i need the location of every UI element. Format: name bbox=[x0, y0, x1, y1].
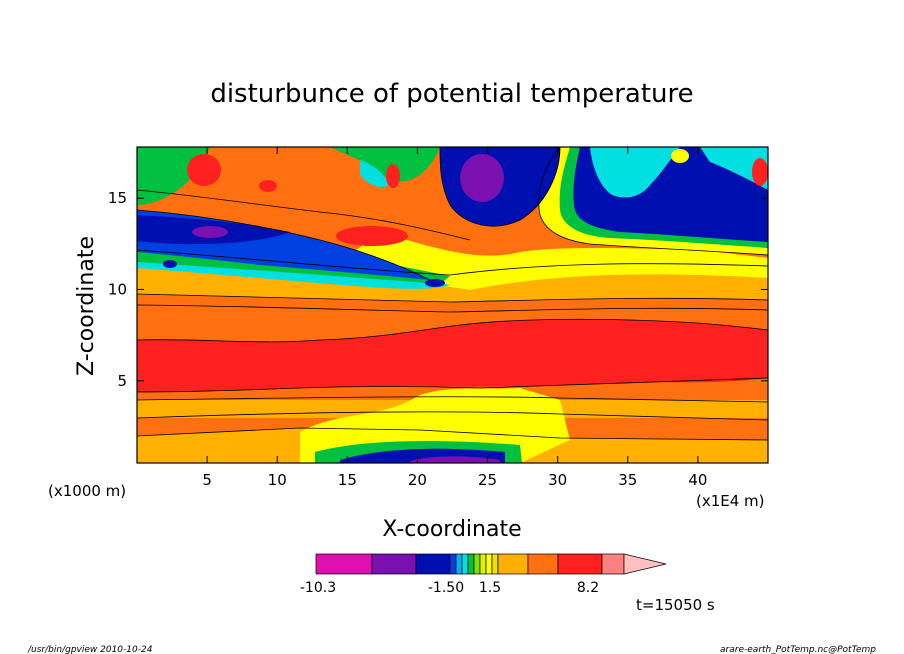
x-tick-label: 15 bbox=[338, 471, 357, 489]
colorbar-arrow bbox=[623, 553, 667, 575]
x-tick-label: 30 bbox=[548, 471, 567, 489]
x-tick-label: 10 bbox=[268, 471, 287, 489]
y-tick-label: 15 bbox=[108, 189, 127, 207]
colorbar-segment bbox=[601, 553, 625, 575]
x-tick-label: 35 bbox=[618, 471, 637, 489]
y-axis: 5 10 15 bbox=[108, 189, 768, 390]
contour-line bbox=[137, 304, 768, 313]
colorbar-label: -1.50 bbox=[428, 580, 464, 596]
contour-line bbox=[137, 249, 768, 276]
contour-band bbox=[700, 147, 768, 190]
contour-band bbox=[137, 319, 768, 392]
colorbar-segment bbox=[527, 553, 559, 575]
contour-band bbox=[192, 226, 228, 238]
colorbar-segment bbox=[467, 553, 475, 575]
colorbar-segment bbox=[415, 553, 451, 575]
contour-line bbox=[137, 411, 768, 421]
x-tick-label: 5 bbox=[202, 471, 212, 489]
colorbar bbox=[315, 553, 667, 575]
contour-band bbox=[259, 180, 277, 192]
contour-band bbox=[330, 147, 440, 182]
colorbar-segment bbox=[315, 553, 373, 575]
contour-line bbox=[137, 293, 768, 303]
contour-line bbox=[137, 377, 768, 393]
colorbar-segment bbox=[461, 553, 469, 575]
colorbar-segment bbox=[557, 553, 603, 575]
colorbar-segment bbox=[491, 553, 499, 575]
contour-line bbox=[439, 147, 561, 227]
contour-band bbox=[671, 149, 689, 163]
contour-band bbox=[410, 456, 500, 463]
plot-area bbox=[137, 147, 768, 463]
contour-band bbox=[460, 154, 504, 202]
chart-title: disturbunce of potential temperature bbox=[210, 79, 693, 109]
contour-line bbox=[137, 318, 768, 343]
colorbar-segment bbox=[449, 553, 457, 575]
y-tick-label: 10 bbox=[108, 280, 127, 298]
contour-line bbox=[538, 147, 768, 256]
plot-frame bbox=[136, 146, 769, 464]
colorbar-segment bbox=[371, 553, 417, 575]
colorbar-segment bbox=[485, 553, 493, 575]
colorbar-label: 8.2 bbox=[577, 580, 599, 596]
x-unit-left: (x1000 m) bbox=[48, 482, 126, 500]
y-axis-label: Z-coordinate bbox=[74, 236, 99, 376]
footer-right: arare-earth_PotTemp.nc@PotTemp bbox=[720, 645, 876, 654]
y-tick-label: 5 bbox=[117, 372, 127, 390]
x-tick-label: 20 bbox=[408, 471, 427, 489]
contour-band bbox=[163, 260, 177, 268]
contour-band bbox=[386, 164, 400, 188]
x-axis-label: X-coordinate bbox=[382, 517, 521, 542]
footer-left: /usr/bin/gpview 2010-10-24 bbox=[27, 645, 153, 654]
colorbar-segment bbox=[473, 553, 481, 575]
x-tick-label: 40 bbox=[688, 471, 707, 489]
contour-band bbox=[590, 147, 680, 198]
colorbar-label: -10.3 bbox=[300, 580, 336, 596]
contour-line bbox=[137, 396, 768, 403]
contour-line bbox=[137, 427, 768, 441]
colorbar-segment bbox=[497, 553, 529, 575]
x-unit-right: (x1E4 m) bbox=[696, 492, 765, 510]
contour-band bbox=[425, 279, 445, 287]
contour-band bbox=[752, 158, 768, 186]
colorbar-segment bbox=[455, 553, 463, 575]
contour-line bbox=[137, 189, 471, 241]
x-tick-label: 25 bbox=[478, 471, 497, 489]
colorbar-label: 1.5 bbox=[479, 580, 501, 596]
contour-band bbox=[336, 226, 408, 246]
x-axis: 5 10 15 20 25 30 35 40 bbox=[202, 147, 707, 489]
colorbar-segment bbox=[479, 553, 487, 575]
time-label: t=15050 s bbox=[636, 596, 715, 614]
contour-band bbox=[187, 154, 221, 186]
contour-band bbox=[360, 160, 390, 187]
contour-line bbox=[137, 209, 431, 281]
